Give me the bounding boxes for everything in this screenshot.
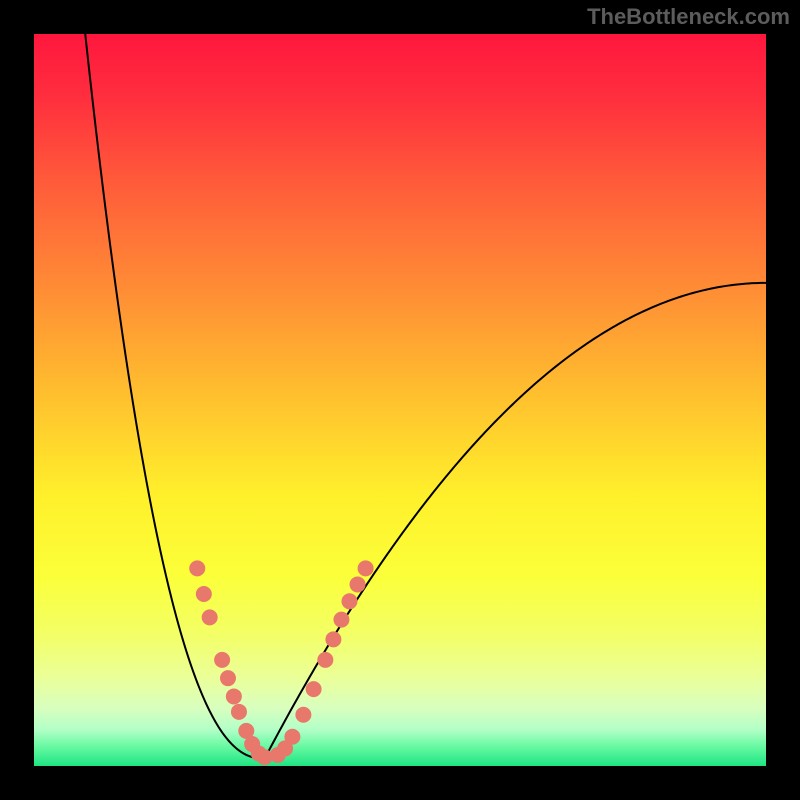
- data-marker: [190, 561, 205, 576]
- data-marker: [257, 750, 272, 765]
- data-marker: [226, 689, 241, 704]
- plot-area: [34, 34, 766, 766]
- data-marker: [196, 586, 211, 601]
- data-marker: [326, 632, 341, 647]
- data-marker: [342, 594, 357, 609]
- data-marker: [358, 561, 373, 576]
- data-marker: [231, 704, 246, 719]
- data-marker: [202, 610, 217, 625]
- data-marker: [350, 577, 365, 592]
- data-marker: [220, 671, 235, 686]
- data-marker: [306, 682, 321, 697]
- data-marker: [285, 729, 300, 744]
- data-marker: [318, 652, 333, 667]
- chart-svg: [34, 34, 766, 766]
- gradient-background: [34, 34, 766, 766]
- data-marker: [215, 652, 230, 667]
- data-marker: [334, 612, 349, 627]
- data-marker: [296, 707, 311, 722]
- chart-container: TheBottleneck.com: [0, 0, 800, 800]
- watermark-text: TheBottleneck.com: [587, 4, 790, 30]
